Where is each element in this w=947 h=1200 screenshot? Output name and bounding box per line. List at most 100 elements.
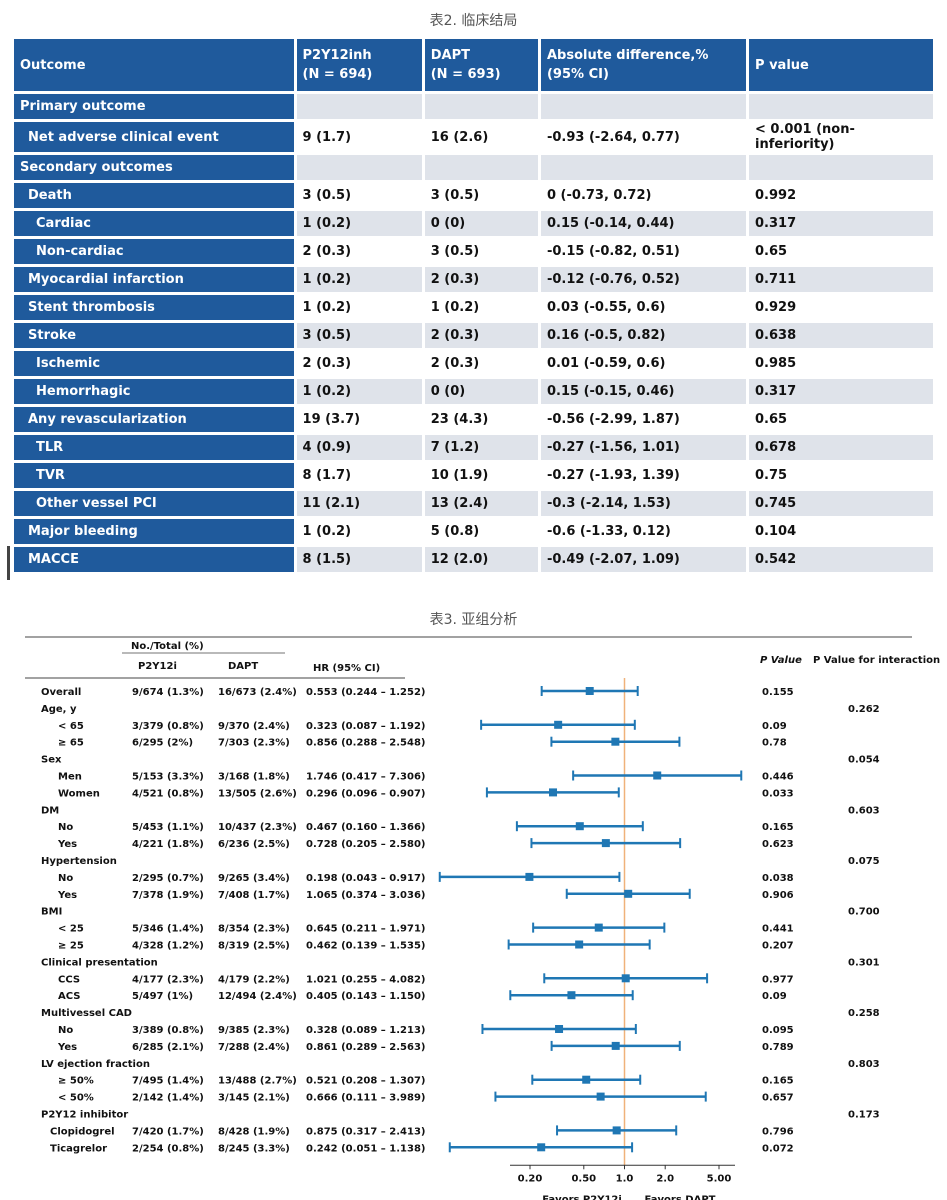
outcome-label: MACCE bbox=[14, 547, 294, 572]
outcome-label: Non-cardiac bbox=[14, 239, 294, 264]
table-cell: 8 (1.7) bbox=[296, 463, 422, 488]
table-group-row: Primary outcome bbox=[14, 94, 933, 119]
table-cell: 12 (2.0) bbox=[424, 547, 538, 572]
table-cell: 0.01 (-0.59, 0.6) bbox=[540, 351, 747, 376]
hr-ci-text: 0.728 (0.205 – 2.580) bbox=[306, 839, 425, 850]
p2y12i-events: 3/389 (0.8%) bbox=[132, 1025, 204, 1036]
dapt-events: 8/428 (1.9%) bbox=[218, 1126, 290, 1137]
hr-point bbox=[567, 991, 576, 1000]
p2y12i-events: 7/495 (1.4%) bbox=[132, 1076, 204, 1087]
table-row: MACCE 8 (1.5) 12 (2.0) -0.49 (-2.07, 1.09) 0… bbox=[14, 547, 933, 572]
table-cell: 10 (1.9) bbox=[424, 463, 538, 488]
outcome-label: Stent thrombosis bbox=[14, 295, 294, 320]
table-row: Cardiac 1 (0.2) 0 (0) 0.15 (-0.14, 0.44) 0.3… bbox=[14, 211, 933, 236]
table-cell: 0.75 bbox=[749, 463, 933, 488]
p2y12i-events: 4/328 (1.2%) bbox=[132, 941, 204, 952]
table-cell: 2 (0.3) bbox=[424, 267, 538, 292]
subgroup-label: Men bbox=[58, 772, 82, 783]
header-pvalue: P Value bbox=[760, 655, 802, 666]
hr-ci-text: 0.521 (0.208 – 1.307) bbox=[306, 1076, 425, 1087]
x-tick-label: 0.20 bbox=[518, 1173, 543, 1184]
hr-point bbox=[624, 889, 633, 898]
p-value: 0.165 bbox=[762, 822, 794, 833]
hr-ci-text: 0.553 (0.244 – 1.252) bbox=[306, 687, 425, 698]
hr-point bbox=[575, 940, 584, 949]
table-cell: 11 (2.1) bbox=[296, 491, 422, 516]
table-cell: 0.65 bbox=[749, 239, 933, 264]
subgroup-label: ≥ 25 bbox=[58, 941, 84, 952]
p-interaction-value: 0.803 bbox=[848, 1059, 880, 1070]
table-cell: 0.65 bbox=[749, 407, 933, 432]
hr-point bbox=[596, 1092, 605, 1101]
p-value: 0.207 bbox=[762, 941, 794, 952]
table-cell: 2 (0.3) bbox=[424, 323, 538, 348]
table-cell: 19 (3.7) bbox=[296, 407, 422, 432]
table-cell: 0.317 bbox=[749, 211, 933, 236]
p-interaction-value: 0.603 bbox=[848, 805, 880, 816]
table-cell bbox=[296, 94, 422, 119]
table-cell: 23 (4.3) bbox=[424, 407, 538, 432]
table-cell: -0.56 (-2.99, 1.87) bbox=[540, 407, 747, 432]
table3-caption: 表3. 亚组分析 bbox=[429, 612, 518, 628]
dapt-events: 8/354 (2.3%) bbox=[218, 924, 290, 935]
subgroup-label: Yes bbox=[57, 839, 77, 850]
subgroup-header: DM bbox=[41, 805, 59, 816]
x-tick-label: 1.0 bbox=[616, 1173, 634, 1184]
table-cell: -0.27 (-1.93, 1.39) bbox=[540, 463, 747, 488]
dapt-events: 16/673 (2.4%) bbox=[218, 687, 297, 698]
dapt-events: 7/408 (1.7%) bbox=[218, 890, 290, 901]
table-row: Myocardial infarction 1 (0.2) 2 (0.3) -0.12… bbox=[14, 267, 933, 292]
table2-caption: 表2. 临床结局 bbox=[429, 13, 518, 29]
table-cell bbox=[424, 155, 538, 180]
hr-point bbox=[611, 1041, 620, 1050]
p-value: 0.441 bbox=[762, 924, 794, 935]
p2y12i-events: 5/153 (3.3%) bbox=[132, 772, 204, 783]
header-no-total: No./Total (%) bbox=[131, 641, 204, 652]
x-tick-label: 2.0 bbox=[656, 1173, 674, 1184]
subgroup-label: Clopidogrel bbox=[50, 1126, 115, 1137]
table-cell: 0.542 bbox=[749, 547, 933, 572]
dapt-events: 7/288 (2.4%) bbox=[218, 1042, 290, 1053]
p-value: 0.789 bbox=[762, 1042, 794, 1053]
p-interaction-value: 0.054 bbox=[848, 755, 880, 766]
hr-point bbox=[555, 1025, 564, 1033]
subgroup-header: Multivessel CAD bbox=[41, 1008, 132, 1019]
hr-point bbox=[585, 687, 594, 695]
p-value: 0.906 bbox=[762, 890, 794, 901]
p-value: 0.623 bbox=[762, 839, 794, 850]
outcome-label: Death bbox=[14, 183, 294, 208]
table-cell: 0.929 bbox=[749, 295, 933, 320]
outcome-label: Cardiac bbox=[14, 211, 294, 236]
subgroup-label: No bbox=[58, 1025, 73, 1036]
hr-point bbox=[601, 839, 610, 848]
subgroup-header: Age, y bbox=[41, 704, 77, 715]
subgroup-label: No bbox=[58, 873, 73, 884]
p2y12i-events: 6/285 (2.1%) bbox=[132, 1042, 204, 1053]
header-dapt: DAPT bbox=[228, 661, 258, 672]
table-cell bbox=[749, 155, 933, 180]
hr-point bbox=[594, 923, 603, 932]
table-cell: 0.711 bbox=[749, 267, 933, 292]
hr-ci-text: 0.323 (0.087 – 1.192) bbox=[306, 721, 425, 732]
p-value: 0.977 bbox=[762, 974, 794, 985]
table-cell: 1 (0.2) bbox=[296, 211, 422, 236]
hr-ci-text: 0.645 (0.211 – 1.971) bbox=[306, 924, 425, 935]
subgroup-forest-plot: No./Total (%) P2Y12i DAPT HR (95% CI) P Valu… bbox=[25, 636, 940, 1200]
subgroup-label: Women bbox=[58, 788, 100, 799]
table-cell: 0.104 bbox=[749, 519, 933, 544]
hr-ci-text: 0.296 (0.096 – 0.907) bbox=[306, 788, 425, 799]
outcome-label: Stroke bbox=[14, 323, 294, 348]
outcome-label: Major bleeding bbox=[14, 519, 294, 544]
table-cell: 0.678 bbox=[749, 435, 933, 460]
outcome-label: Secondary outcomes bbox=[14, 155, 294, 180]
p2y12i-events: 2/254 (0.8%) bbox=[132, 1143, 204, 1154]
table-cell bbox=[749, 94, 933, 119]
subgroup-label: < 50% bbox=[58, 1093, 94, 1104]
table-cell: 0.16 (-0.5, 0.82) bbox=[540, 323, 747, 348]
hr-ci-text: 0.462 (0.139 – 1.535) bbox=[306, 941, 425, 952]
table-row: Other vessel PCI 11 (2.1) 13 (2.4) -0.3 (-2… bbox=[14, 491, 933, 516]
dapt-events: 4/179 (2.2%) bbox=[218, 974, 290, 985]
table-row: Stroke 3 (0.5) 2 (0.3) 0.16 (-0.5, 0.82) 0.6… bbox=[14, 323, 933, 348]
hr-point bbox=[554, 720, 563, 729]
table-row: Ischemic 2 (0.3) 2 (0.3) 0.01 (-0.59, 0.6) 0… bbox=[14, 351, 933, 376]
